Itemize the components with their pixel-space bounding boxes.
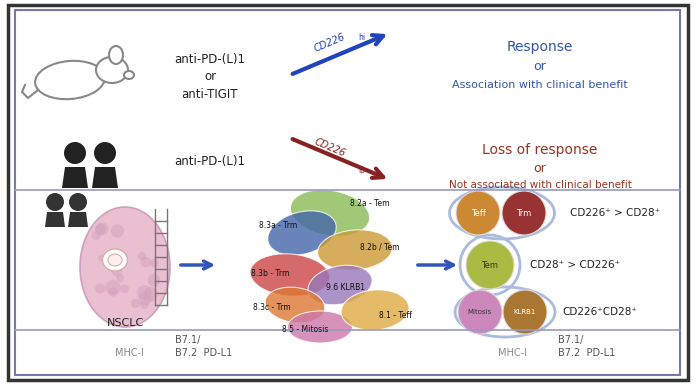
- Ellipse shape: [265, 287, 325, 323]
- Text: Not associated with clinical benefit: Not associated with clinical benefit: [448, 180, 631, 190]
- Ellipse shape: [308, 265, 372, 305]
- Text: CD226: CD226: [313, 137, 347, 159]
- Circle shape: [456, 191, 500, 235]
- Circle shape: [466, 241, 514, 289]
- Text: 8.2a - Tem: 8.2a - Tem: [350, 199, 390, 208]
- Circle shape: [143, 287, 158, 302]
- Ellipse shape: [250, 254, 330, 296]
- Text: B7.1/: B7.1/: [558, 335, 583, 345]
- Ellipse shape: [287, 311, 352, 343]
- Ellipse shape: [108, 254, 122, 266]
- Text: Response: Response: [507, 40, 574, 54]
- Circle shape: [120, 285, 129, 293]
- Text: 8.3a - Trm: 8.3a - Trm: [259, 221, 297, 229]
- Text: Mitosis: Mitosis: [468, 309, 492, 315]
- Circle shape: [138, 252, 146, 261]
- Polygon shape: [68, 212, 88, 227]
- Circle shape: [503, 290, 547, 334]
- Circle shape: [95, 283, 105, 294]
- Circle shape: [105, 280, 120, 295]
- Circle shape: [137, 285, 152, 300]
- Circle shape: [98, 254, 106, 262]
- Polygon shape: [45, 212, 65, 227]
- Circle shape: [150, 259, 159, 268]
- Circle shape: [95, 224, 106, 235]
- Text: Teff: Teff: [470, 209, 485, 218]
- Ellipse shape: [96, 57, 128, 83]
- Ellipse shape: [290, 190, 370, 236]
- Text: anti-TIGIT: anti-TIGIT: [182, 87, 238, 100]
- Circle shape: [111, 224, 124, 238]
- Text: anti-PD-(L)1: anti-PD-(L)1: [175, 54, 246, 67]
- Text: Trm: Trm: [516, 209, 532, 218]
- Circle shape: [141, 257, 151, 267]
- Circle shape: [64, 142, 86, 164]
- Text: 8.2b / Tem: 8.2b / Tem: [361, 243, 400, 251]
- Polygon shape: [92, 167, 118, 188]
- Text: lo: lo: [358, 166, 365, 175]
- Text: CD226⁺ > CD28⁺: CD226⁺ > CD28⁺: [570, 208, 660, 218]
- Circle shape: [46, 193, 64, 211]
- Text: anti-PD-(L)1: anti-PD-(L)1: [175, 156, 246, 169]
- Circle shape: [139, 292, 152, 305]
- Text: CD28⁺ > CD226⁺: CD28⁺ > CD226⁺: [530, 260, 620, 270]
- Circle shape: [116, 274, 124, 282]
- Ellipse shape: [35, 61, 105, 99]
- Circle shape: [69, 193, 87, 211]
- Text: 8.1 - Teff: 8.1 - Teff: [379, 310, 411, 320]
- Text: or: or: [534, 60, 546, 74]
- Text: hi: hi: [358, 33, 365, 42]
- Text: MHC-I: MHC-I: [115, 348, 144, 358]
- Ellipse shape: [268, 211, 336, 255]
- Text: Tem: Tem: [482, 261, 498, 270]
- Ellipse shape: [102, 249, 127, 271]
- Text: or: or: [534, 161, 546, 174]
- Circle shape: [131, 299, 141, 308]
- Circle shape: [109, 288, 118, 297]
- Text: 9.6 KLRB1: 9.6 KLRB1: [326, 283, 365, 291]
- Circle shape: [92, 231, 100, 240]
- Text: or: or: [204, 70, 216, 84]
- Text: B7.2  PD-L1: B7.2 PD-L1: [558, 348, 615, 358]
- Text: 8.3b - Trm: 8.3b - Trm: [251, 268, 289, 278]
- Text: CD226: CD226: [313, 32, 347, 54]
- Text: 8.5 - Mitosis: 8.5 - Mitosis: [282, 325, 329, 335]
- Ellipse shape: [124, 71, 134, 79]
- Text: CD226⁺CD28⁺: CD226⁺CD28⁺: [562, 307, 637, 317]
- Circle shape: [458, 290, 502, 334]
- Text: B7.2  PD-L1: B7.2 PD-L1: [175, 348, 232, 358]
- Circle shape: [111, 265, 122, 276]
- Text: 8.3c - Trm: 8.3c - Trm: [253, 303, 291, 311]
- Circle shape: [502, 191, 546, 235]
- Ellipse shape: [109, 46, 123, 64]
- Polygon shape: [62, 167, 88, 188]
- Text: B7.1/: B7.1/: [175, 335, 200, 345]
- Text: MHC-I: MHC-I: [498, 348, 527, 358]
- Text: Association with clinical benefit: Association with clinical benefit: [452, 80, 628, 90]
- Ellipse shape: [341, 290, 409, 330]
- Text: Loss of response: Loss of response: [482, 143, 598, 157]
- Ellipse shape: [317, 230, 393, 270]
- Text: NSCLC: NSCLC: [106, 318, 143, 328]
- Circle shape: [148, 274, 160, 287]
- Circle shape: [141, 301, 148, 309]
- Circle shape: [95, 223, 109, 236]
- Text: KLRB1: KLRB1: [514, 309, 536, 315]
- Circle shape: [94, 142, 116, 164]
- Ellipse shape: [80, 207, 170, 327]
